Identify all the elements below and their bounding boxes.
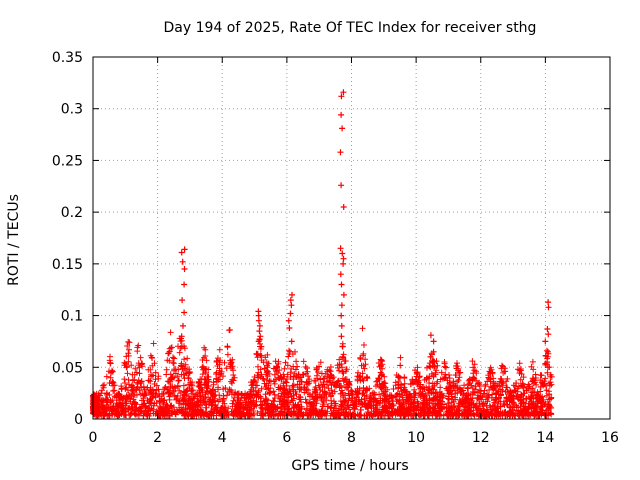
data-points: [90, 89, 555, 419]
roti-peak-point: [255, 312, 262, 319]
x-tick-label: 0: [89, 430, 98, 446]
roti-peak-point: [255, 338, 262, 345]
roti-peak-cluster: [255, 308, 265, 350]
roti-peak-point: [338, 111, 345, 118]
roti-peak-point: [339, 343, 346, 350]
roti-peak-cluster: [285, 291, 295, 355]
roti-peak-point: [257, 333, 264, 340]
roti-peak-point: [180, 322, 186, 329]
roti-peak-point: [337, 271, 344, 278]
roti-peak-point: [338, 281, 345, 288]
chart-title: Day 194 of 2025, Rate Of TEC Index for r…: [164, 20, 537, 36]
roti-peak-point: [181, 266, 188, 272]
roti-peak-point: [430, 338, 437, 345]
roti-peak-point: [545, 299, 552, 306]
roti-peak-point: [545, 331, 552, 338]
roti-peak-point: [340, 204, 347, 210]
y-tick-label: 0.2: [61, 205, 83, 221]
x-tick-label: 14: [536, 430, 554, 446]
roti-peak-point: [288, 302, 295, 309]
x-tick-label: 8: [347, 430, 356, 446]
roti-sample-cloud: [90, 325, 555, 419]
axis-ticks: 0 2 4 6 8 10 12 14 16 0 0.05 0.1 0.15 0.2 0.25 0.3 0.35: [52, 50, 619, 446]
roti-peak-point: [338, 302, 345, 309]
roti-peak-point: [178, 333, 185, 340]
roti-peak-point: [340, 260, 347, 267]
roti-peak-point: [338, 333, 345, 340]
y-tick-label: 0.3: [61, 102, 83, 118]
roti-peak-point: [544, 326, 551, 332]
roti-peak-point: [429, 359, 436, 366]
roti-peak-point: [287, 310, 294, 317]
roti-peak-point: [339, 125, 346, 132]
roti-peak-point: [427, 332, 434, 339]
roti-peak-point: [337, 245, 344, 252]
roti-peak-point: [179, 258, 186, 265]
roti-peak-point: [544, 348, 551, 355]
y-tick-label: 0.05: [52, 360, 83, 376]
roti-peak-point: [430, 348, 437, 355]
roti-peak-point: [545, 304, 552, 311]
x-tick-label: 6: [282, 430, 291, 446]
roti-peak-point: [544, 359, 551, 366]
y-tick-label: 0.35: [52, 50, 83, 66]
roti-peak-point: [288, 338, 295, 345]
roti-peak-point: [285, 317, 292, 324]
roti-peak-cluster: [337, 89, 347, 350]
roti-peak-point: [258, 343, 265, 350]
roti-peak-point: [178, 343, 185, 350]
roti-peak-point: [181, 246, 188, 253]
y-tick-label: 0: [74, 412, 83, 428]
roti-peak-point: [256, 322, 263, 329]
roti-peak-point: [427, 353, 434, 360]
roti-peak-point: [337, 149, 344, 156]
y-tick-label: 0.15: [52, 257, 83, 273]
x-tick-label: 4: [218, 430, 227, 446]
roti-peak-point: [181, 309, 188, 316]
roti-peak-point: [181, 281, 188, 288]
roti-peak-point: [338, 93, 345, 100]
roti-peak-point: [338, 182, 345, 189]
roti-peak-point: [179, 297, 186, 304]
x-tick-label: 10: [407, 430, 425, 446]
roti-peak-point: [255, 317, 262, 324]
x-tick-label: 16: [601, 430, 619, 446]
roti-peak-point: [287, 297, 294, 304]
roti-peak-point: [286, 348, 293, 355]
roti-peak-point: [542, 338, 549, 345]
roti-peak-point: [339, 250, 346, 257]
roti-peak-point: [340, 255, 347, 262]
roti-peak-cluster: [178, 246, 188, 350]
x-axis-label: GPS time / hours: [291, 458, 408, 474]
x-tick-label: 2: [153, 430, 162, 446]
x-tick-label: 12: [472, 430, 490, 446]
roti-peak-point: [545, 364, 551, 371]
roti-peak-cluster: [427, 332, 437, 366]
roti-peak-point: [286, 325, 293, 331]
roti-peak-point: [256, 328, 263, 335]
y-tick-label: 0.1: [61, 309, 83, 325]
roti-peak-point: [338, 322, 345, 329]
roti-peak-point: [178, 249, 185, 256]
roti-peak-cluster: [542, 299, 552, 371]
roti-peaks: [178, 89, 552, 371]
y-axis-label: ROTI / TECUs: [6, 194, 22, 286]
roti-peak-point: [289, 291, 295, 298]
y-tick-label: 0.25: [52, 153, 83, 169]
roti-peak-point: [338, 312, 345, 319]
grid: [93, 57, 610, 419]
roti-peak-point: [340, 291, 347, 298]
roti-peak-point: [340, 89, 347, 96]
